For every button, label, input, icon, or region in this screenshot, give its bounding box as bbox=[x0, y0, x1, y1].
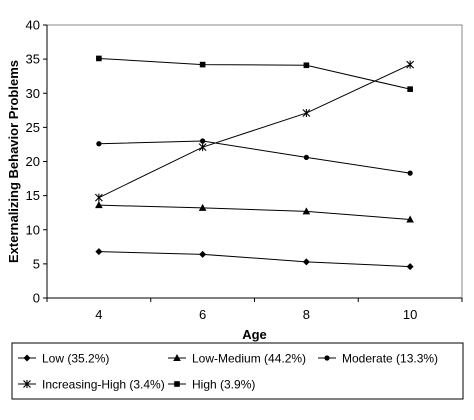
plot-frame bbox=[46, 24, 463, 299]
y-tick-label: 25 bbox=[26, 120, 40, 135]
legend-label: High (3.9%) bbox=[192, 378, 255, 392]
data-point bbox=[198, 143, 207, 152]
series-square bbox=[96, 55, 413, 92]
data-point bbox=[198, 203, 207, 211]
legend-label: Moderate (13.3%) bbox=[342, 352, 438, 366]
series-diamond bbox=[95, 248, 414, 271]
circle-marker bbox=[324, 355, 330, 361]
y-tick-label: 5 bbox=[33, 256, 40, 271]
y-tick-label: 0 bbox=[33, 291, 40, 306]
data-point bbox=[302, 109, 311, 118]
legend-label: Low (35.2%) bbox=[42, 352, 109, 366]
data-point bbox=[95, 248, 103, 256]
data-point bbox=[302, 207, 311, 215]
data-point bbox=[303, 154, 309, 161]
legend-item: Moderate (13.3%) bbox=[318, 352, 438, 366]
series-star bbox=[94, 60, 415, 202]
legend-item: Low (35.2%) bbox=[18, 352, 109, 366]
series-line bbox=[98, 64, 411, 199]
series-layer bbox=[94, 55, 415, 271]
series-triangle bbox=[95, 201, 414, 223]
x-tick-label: 6 bbox=[199, 307, 206, 322]
diamond-marker bbox=[23, 354, 31, 362]
plot-border bbox=[46, 24, 463, 299]
star-marker bbox=[23, 380, 31, 388]
y-tick-label: 15 bbox=[26, 188, 40, 203]
data-point bbox=[96, 55, 102, 62]
series-line bbox=[98, 140, 411, 174]
y-tick-label: 20 bbox=[26, 154, 40, 169]
x-tick-label: 8 bbox=[303, 307, 310, 322]
square-marker bbox=[174, 381, 180, 387]
y-tick-label: 30 bbox=[26, 86, 40, 101]
series-line bbox=[98, 57, 411, 90]
y-tick-label: 10 bbox=[26, 222, 40, 237]
data-point bbox=[95, 201, 103, 209]
y-tick-label: 40 bbox=[26, 18, 40, 33]
data-point bbox=[199, 250, 207, 258]
data-point bbox=[199, 61, 206, 68]
legend-item: High (3.9%) bbox=[168, 378, 255, 392]
data-point bbox=[407, 86, 413, 92]
series-line bbox=[98, 204, 411, 221]
series-circle bbox=[96, 138, 413, 176]
legend-item: Low-Medium (44.2%) bbox=[168, 352, 306, 366]
legend: Low (35.2%) Low-Medium (44.2%) Moderate (1… bbox=[11, 342, 464, 400]
x-tick-label: 10 bbox=[403, 307, 417, 322]
data-point bbox=[302, 258, 310, 266]
x-axis-title: Age bbox=[242, 327, 267, 342]
legend-item: Increasing-High (3.4%) bbox=[18, 378, 165, 392]
legend-box bbox=[11, 342, 464, 400]
y-axis: 0 5 10 15 20 25 30 35 40 bbox=[26, 18, 47, 306]
legend-label: Low-Medium (44.2%) bbox=[192, 352, 306, 366]
legend-label: Increasing-High (3.4%) bbox=[42, 378, 165, 392]
triangle-marker bbox=[173, 354, 181, 361]
data-point bbox=[303, 62, 310, 69]
series-line bbox=[98, 251, 411, 268]
data-point bbox=[96, 141, 102, 147]
y-tick-label: 35 bbox=[26, 52, 40, 67]
x-tick-label: 4 bbox=[95, 307, 102, 322]
data-point bbox=[407, 170, 413, 176]
data-point bbox=[406, 263, 414, 271]
data-point bbox=[200, 138, 206, 144]
x-axis: 4 6 8 10 bbox=[46, 298, 463, 322]
data-point bbox=[406, 215, 414, 223]
data-point bbox=[406, 60, 415, 69]
y-axis-title: Externalizing Behavior Problems bbox=[6, 60, 21, 263]
data-point bbox=[94, 193, 103, 202]
